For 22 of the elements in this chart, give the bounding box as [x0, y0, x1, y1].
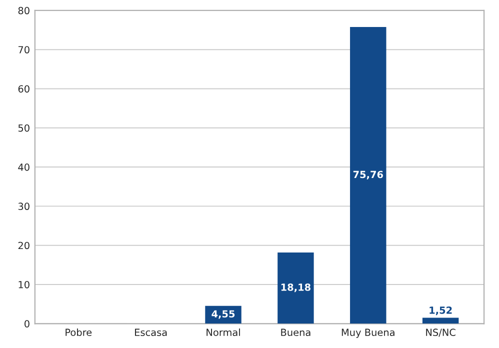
y-tick-label: 60 — [18, 85, 30, 93]
y-tick-label: 40 — [18, 164, 30, 171]
x-tick-label: Pobre — [66, 328, 92, 336]
x-tick-label: Muy Buena — [342, 328, 394, 338]
x-tick-label: NS/NC — [426, 328, 456, 337]
y-tick-label: 70 — [18, 46, 30, 54]
bar — [350, 27, 386, 324]
x-tick-label: Buena — [281, 328, 310, 336]
y-tick-label: 50 — [18, 124, 30, 132]
x-tick-label: Normal — [206, 328, 240, 336]
y-tick-label: 30 — [18, 202, 30, 210]
data-label: 1,52 — [430, 306, 452, 316]
y-tick-label: 20 — [18, 242, 30, 250]
data-label: 4,55 — [212, 310, 235, 319]
y-tick-label: 80 — [18, 6, 30, 14]
y-tick-label: 10 — [18, 280, 30, 288]
data-label: 75,76 — [353, 170, 383, 180]
data-label: 18,18 — [281, 284, 310, 292]
y-tick-label: 0 — [24, 320, 30, 328]
bar — [422, 318, 459, 324]
x-tick-label: Escasa — [135, 328, 167, 336]
bar — [278, 252, 314, 324]
